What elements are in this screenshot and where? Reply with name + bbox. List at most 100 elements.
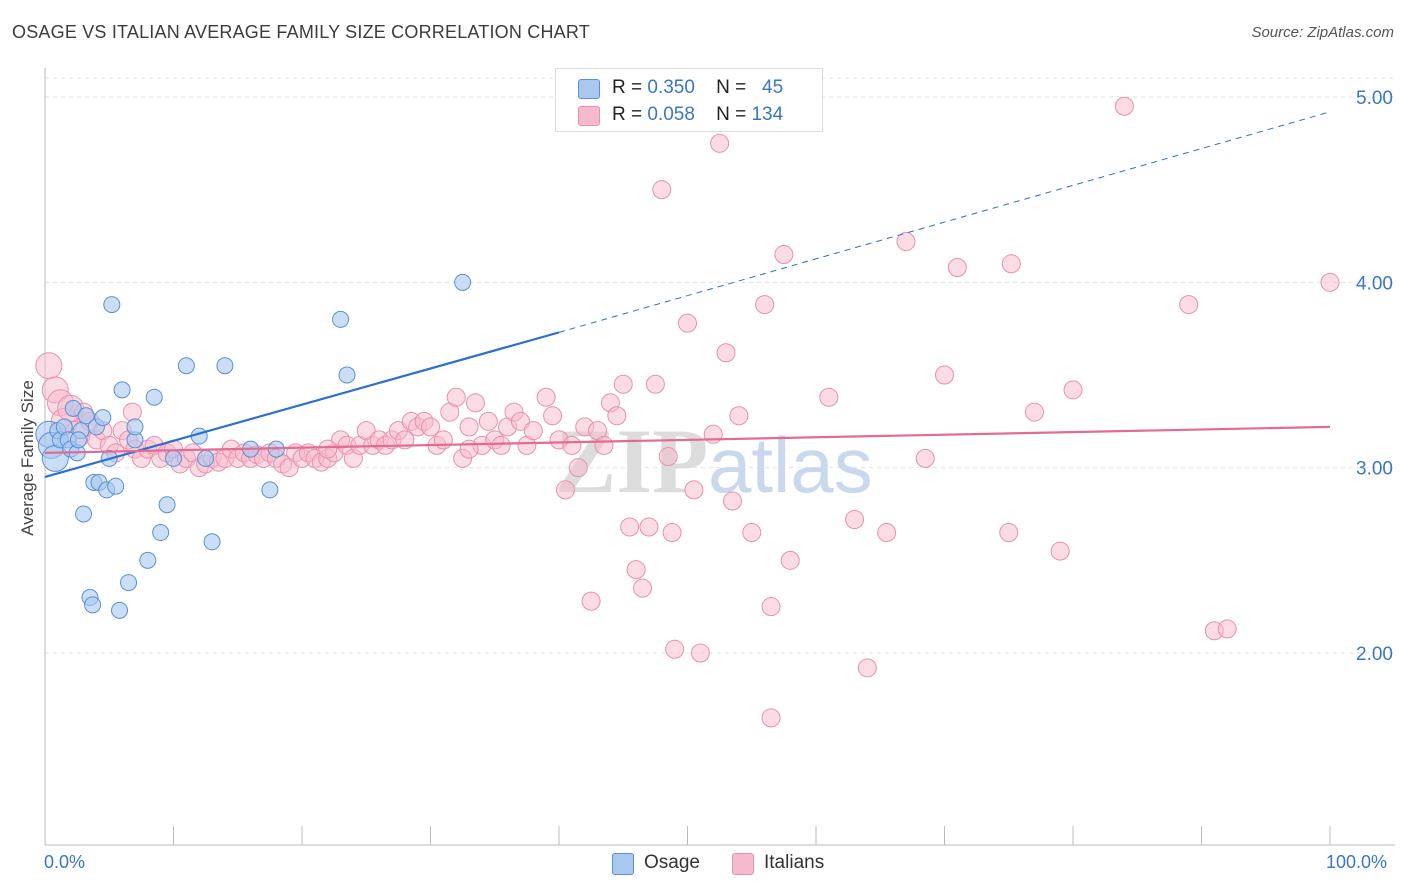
osage-point	[107, 477, 125, 495]
chart-title: OSAGE VS ITALIAN AVERAGE FAMILY SIZE COR…	[12, 22, 590, 42]
legend-italians-r-value: 0.058	[647, 104, 695, 125]
italians-point	[755, 295, 775, 315]
italians-point	[421, 417, 440, 437]
osage-point	[216, 357, 234, 375]
y-axis-label: Average Family Size	[18, 380, 37, 536]
italians-point	[684, 480, 704, 500]
italians-point	[536, 387, 556, 407]
italians-point	[722, 491, 742, 511]
osage-point	[338, 366, 356, 384]
italians-point	[1024, 402, 1044, 422]
italians-point	[491, 435, 511, 455]
osage-trend-extension	[558, 111, 1331, 333]
osage-point	[120, 574, 138, 592]
italians-point	[555, 480, 575, 500]
bottom-italians-label: Italians	[764, 852, 825, 873]
italians-point	[626, 560, 646, 580]
legend-osage-text: R = 0.350 N = 45	[612, 77, 783, 99]
italians-point	[1114, 96, 1134, 116]
legend-italians-n-value: 134	[751, 104, 784, 125]
osage-point	[113, 381, 131, 399]
legend-osage-n-label: N =	[716, 77, 747, 98]
italians-point	[465, 393, 485, 413]
y-tick-label-0: 2.00	[1356, 644, 1393, 665]
italians-point	[729, 406, 749, 426]
osage-point	[165, 449, 182, 467]
legend-italians-r-label: R =	[612, 104, 643, 125]
italians-point	[607, 406, 627, 426]
italians-point	[658, 447, 678, 467]
italians-point	[716, 343, 736, 363]
y-tick-labels: 2.00 3.00 4.00 5.00	[1356, 88, 1393, 665]
gridlines	[45, 77, 1395, 654]
correlation-legend: R = 0.350 N = 45 R = 0.058 N = 134	[555, 68, 823, 132]
osage-point	[77, 407, 95, 425]
osage-point	[158, 496, 176, 514]
italians-point	[665, 639, 685, 659]
italians-point	[1320, 272, 1340, 292]
italians-point	[703, 424, 723, 444]
italians-point	[543, 406, 563, 426]
italians-point	[896, 232, 916, 252]
osage-point	[94, 409, 112, 427]
italians-point	[690, 643, 710, 663]
italians-point	[318, 439, 338, 459]
axes	[44, 68, 1395, 846]
legend-italians-n-label: N =	[716, 104, 747, 125]
osage-point	[126, 418, 144, 436]
x-max-label: 100.0%	[1326, 852, 1388, 872]
italians-point	[581, 591, 601, 611]
italians-point	[620, 517, 640, 537]
italians-point	[819, 387, 839, 407]
italians-point	[877, 523, 897, 543]
italians-point	[761, 597, 781, 617]
italians-swatch	[578, 106, 600, 126]
italians-point	[562, 435, 582, 455]
italians-point	[1217, 619, 1237, 639]
italians-point	[446, 387, 466, 407]
italians-point	[510, 411, 530, 431]
bottom-italians-swatch	[732, 853, 754, 875]
italians-point	[774, 245, 794, 265]
legend-osage-r-label: R =	[612, 77, 643, 98]
osage-point	[145, 388, 163, 406]
legend-osage-r-value: 0.350	[647, 77, 695, 98]
osage-point	[139, 551, 157, 569]
italians-point	[613, 374, 633, 394]
italians-point	[633, 578, 653, 598]
legend-osage-n-value: 45	[762, 77, 784, 98]
italians-point	[947, 258, 967, 278]
osage-point	[332, 310, 350, 328]
osage-point	[152, 524, 170, 542]
y-tick-label-1: 3.00	[1356, 459, 1393, 480]
osage-point	[177, 357, 195, 375]
osage-point	[203, 533, 221, 551]
legend-italians-text: R = 0.058 N = 134	[612, 104, 783, 126]
italians-point	[433, 430, 453, 450]
italians-point	[915, 448, 935, 468]
osage-point	[103, 296, 121, 314]
italians-trend-line	[44, 425, 1331, 454]
y-tick-label-2: 4.00	[1356, 273, 1393, 294]
y-tick-label-3: 5.00	[1356, 88, 1393, 109]
osage-point	[64, 399, 82, 417]
italians-point	[1063, 380, 1083, 400]
osage-point	[197, 449, 215, 467]
bottom-osage-swatch	[612, 853, 634, 875]
osage-point	[261, 481, 279, 499]
italians-point	[742, 523, 762, 543]
osage-point	[454, 273, 472, 291]
italians-point	[478, 411, 498, 431]
italians-point	[639, 517, 659, 537]
italians-point	[652, 180, 672, 200]
italians-point	[935, 365, 954, 385]
osage-trend-line	[44, 331, 560, 478]
bottom-osage-label: Osage	[644, 852, 700, 873]
source-label: Source: ZipAtlas.com	[1251, 24, 1394, 41]
italians-point	[678, 313, 697, 333]
italians-point	[1050, 541, 1070, 561]
italians-point	[662, 523, 682, 543]
italians-point	[459, 417, 479, 437]
osage-point	[111, 601, 129, 619]
